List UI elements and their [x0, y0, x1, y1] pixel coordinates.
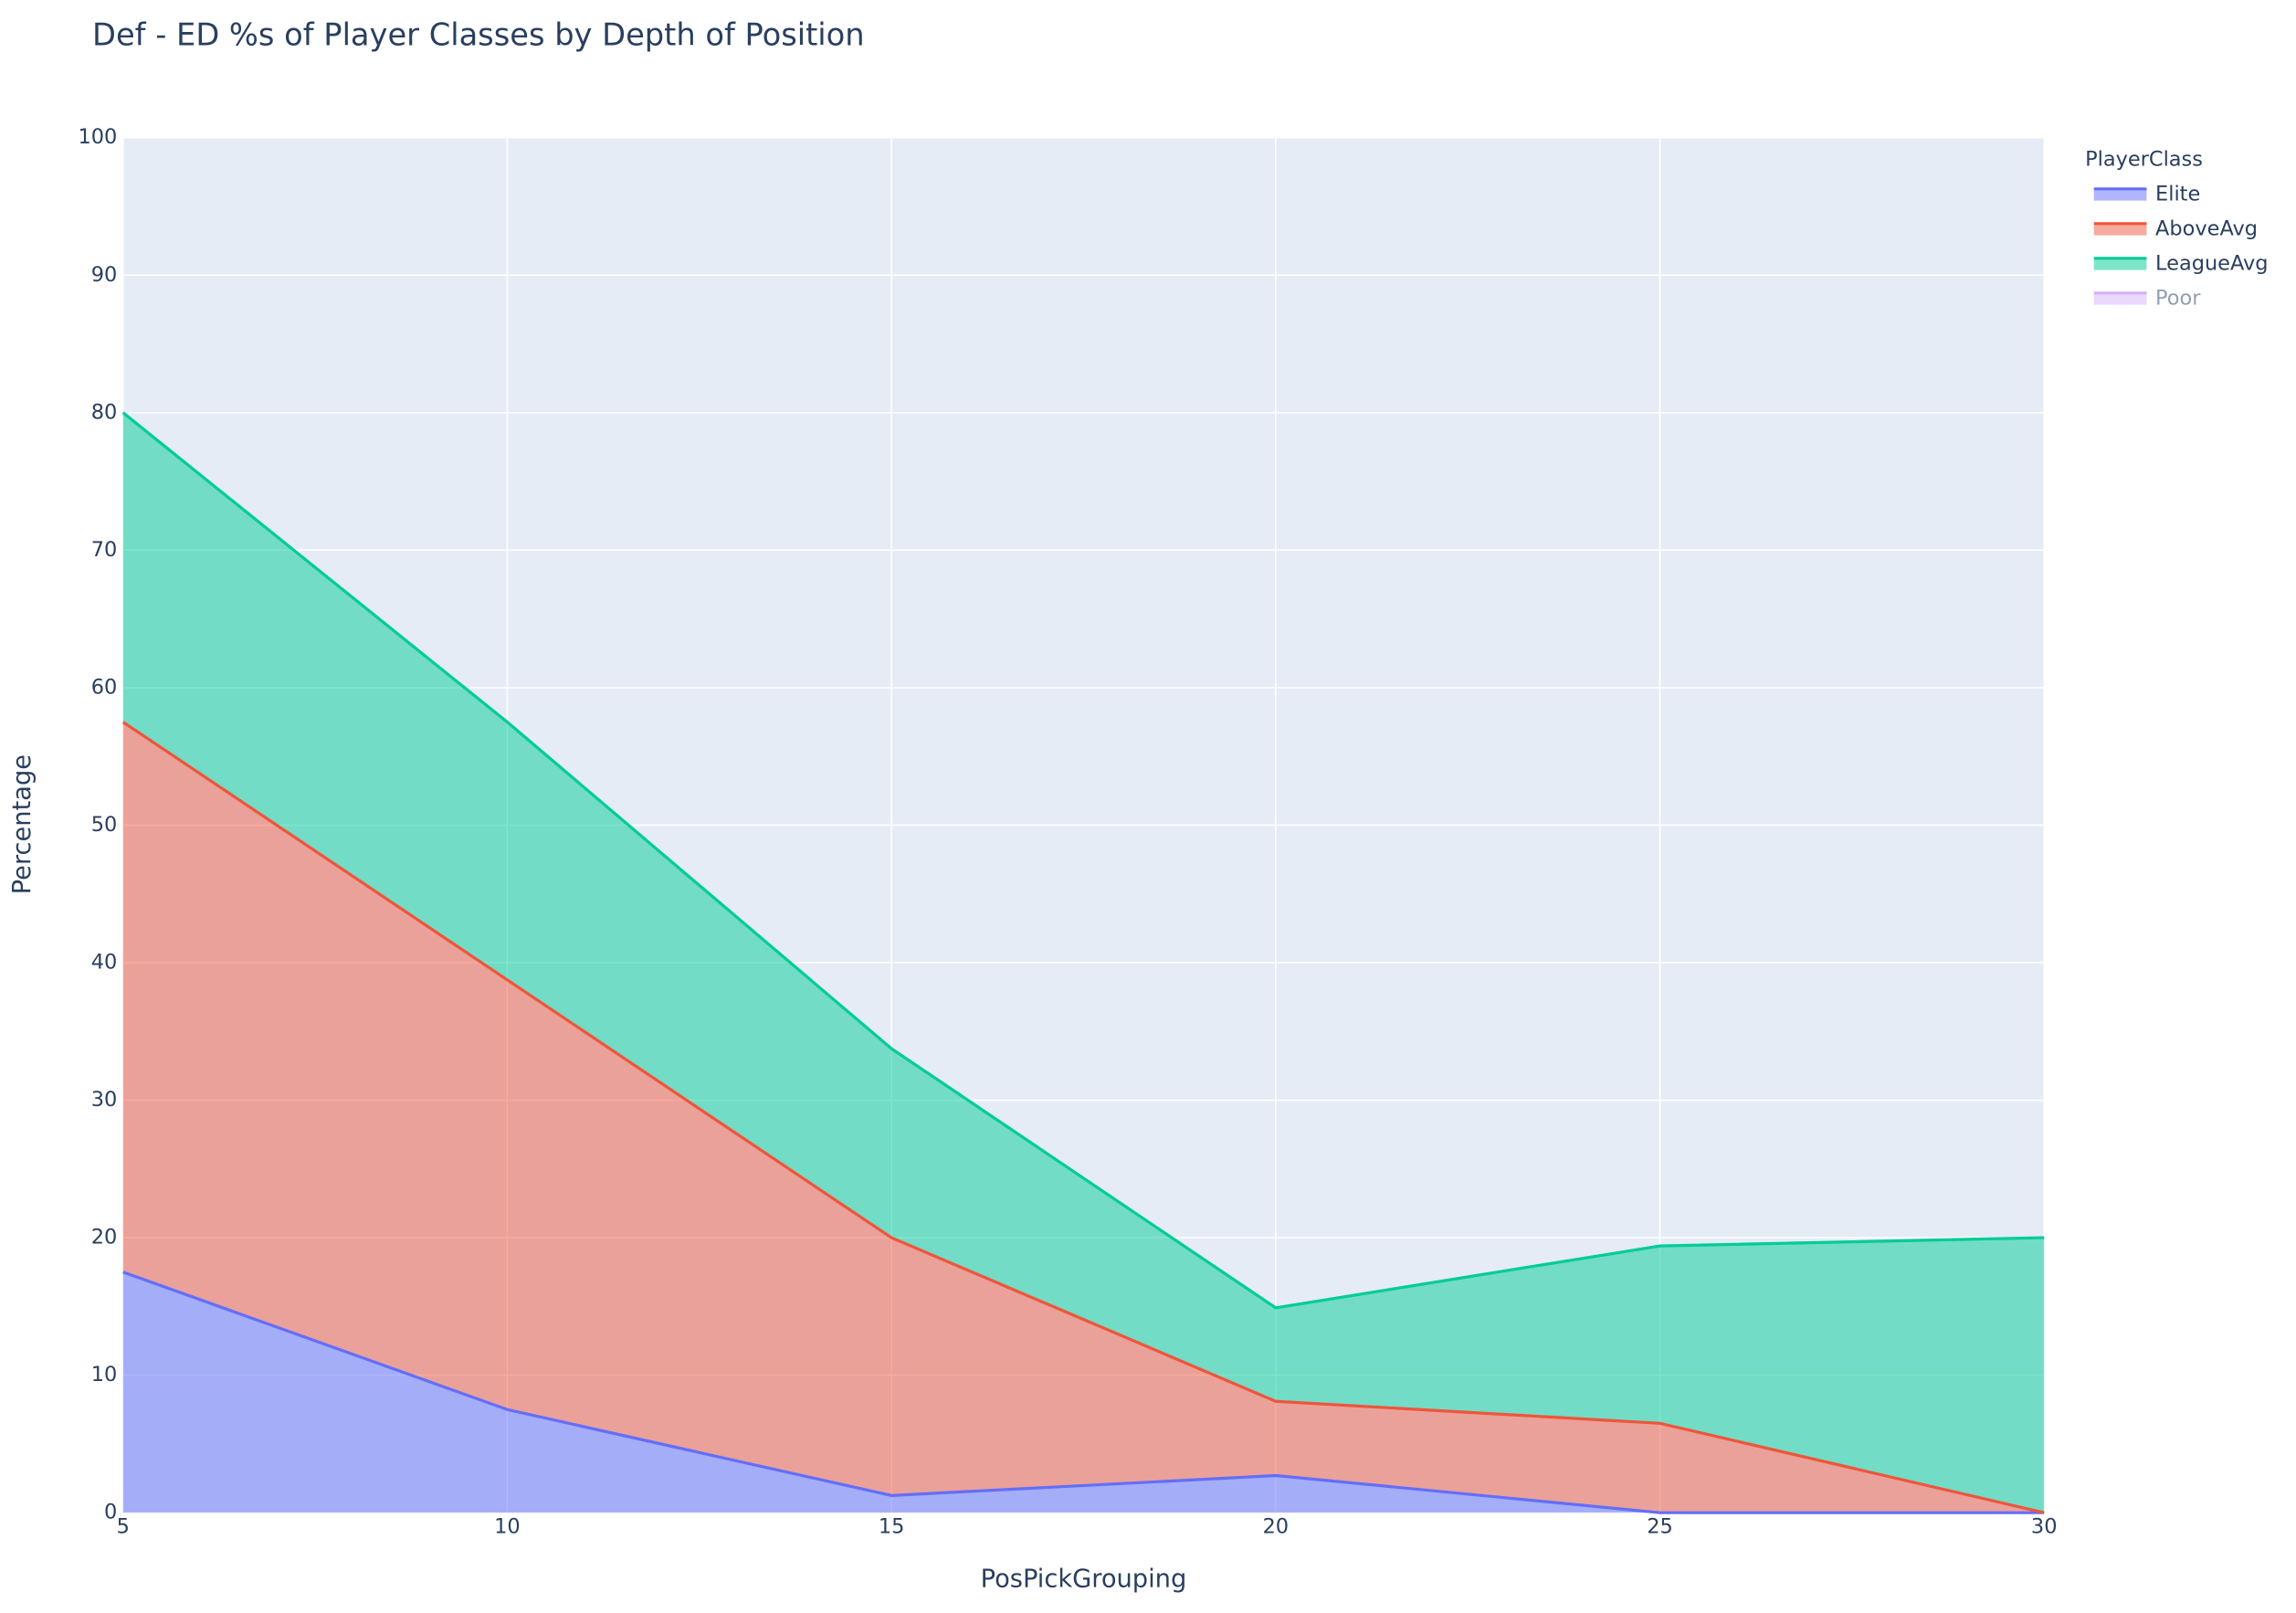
legend-swatch — [2093, 292, 2147, 305]
y-tick-label: 30 — [91, 1088, 118, 1112]
area-line — [121, 411, 2045, 1310]
x-tick-label: 30 — [2031, 1515, 2058, 1539]
area-fill — [122, 412, 2045, 1513]
chart-title: Def - ED %s of Player Classes by Depth o… — [92, 17, 865, 53]
y-tick-label: 80 — [91, 400, 118, 424]
x-tick-label: 25 — [1647, 1515, 1673, 1539]
y-tick-label: 40 — [91, 950, 118, 974]
y-tick-label: 70 — [91, 538, 118, 562]
legend-swatch — [2093, 258, 2147, 270]
legend-label: AboveAvg — [2155, 217, 2258, 241]
legend-label: LeagueAvg — [2155, 252, 2268, 276]
legend-title: PlayerClass — [2085, 147, 2203, 171]
area-fill — [122, 1271, 2045, 1513]
y-tick-label: 0 — [104, 1501, 117, 1524]
legend-swatch — [2093, 188, 2147, 201]
area-line — [121, 721, 2045, 1514]
legend-label: Elite — [2155, 183, 2200, 206]
y-tick-label: 50 — [91, 813, 118, 837]
area-line — [122, 1270, 2045, 1514]
x-tick-label: 10 — [494, 1515, 521, 1539]
x-tick-label: 15 — [879, 1515, 905, 1539]
x-tick-label: 20 — [1263, 1515, 1290, 1539]
area-fill — [122, 722, 2045, 1513]
y-tick-label: 60 — [91, 675, 118, 699]
y-tick-label: 90 — [91, 263, 118, 287]
legend-label: Poor — [2155, 287, 2201, 311]
x-tick-label: 5 — [117, 1515, 130, 1539]
legend-swatch — [2093, 223, 2147, 236]
legend-item[interactable]: AboveAvg — [2093, 217, 2258, 241]
y-tick-label: 20 — [91, 1226, 118, 1249]
x-axis-title: PosPickGrouping — [981, 1565, 1187, 1593]
legend-item[interactable]: Poor — [2093, 287, 2202, 311]
y-axis-title: Percentage — [8, 754, 37, 894]
y-tick-label: 10 — [91, 1363, 118, 1386]
legend-item[interactable]: Elite — [2093, 183, 2201, 206]
legend-item[interactable]: LeagueAvg — [2093, 252, 2269, 276]
y-tick-label: 100 — [78, 125, 117, 149]
